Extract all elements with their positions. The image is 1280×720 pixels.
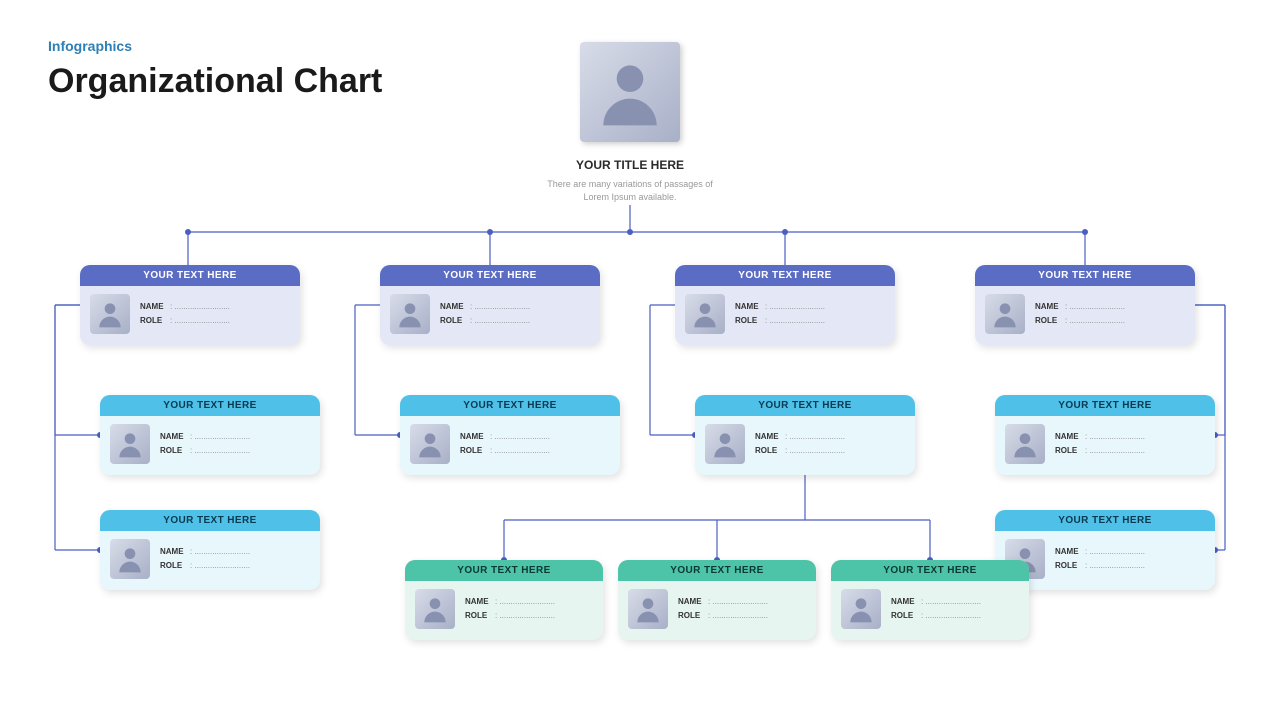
card-text: NAME: .........................ROLE: ...… xyxy=(1055,430,1145,459)
person-thumb xyxy=(685,294,725,334)
card-text: NAME: .........................ROLE: ...… xyxy=(465,595,555,624)
person-thumb xyxy=(90,294,130,334)
card-header: YOUR TEXT HERE xyxy=(100,395,320,416)
card-text: NAME: .........................ROLE: ...… xyxy=(1035,300,1125,329)
card-text: NAME: .........................ROLE: ...… xyxy=(678,595,768,624)
card-header: YOUR TEXT HERE xyxy=(80,265,300,286)
card-text: NAME: .........................ROLE: ...… xyxy=(460,430,550,459)
person-thumb xyxy=(841,589,881,629)
top-desc: There are many variations of passages of… xyxy=(500,178,760,203)
card-text: NAME: .........................ROLE: ...… xyxy=(160,545,250,574)
org-card-g2: YOUR TEXT HERE NAME: ....................… xyxy=(618,560,816,640)
card-text: NAME: .........................ROLE: ...… xyxy=(140,300,230,329)
page-subtitle: Infographics xyxy=(48,38,132,54)
card-text: NAME: .........................ROLE: ...… xyxy=(440,300,530,329)
card-header: YOUR TEXT HERE xyxy=(995,395,1215,416)
card-header: YOUR TEXT HERE xyxy=(675,265,895,286)
org-card-g1: YOUR TEXT HERE NAME: ....................… xyxy=(405,560,603,640)
org-card-c3: YOUR TEXT HERE NAME: ....................… xyxy=(695,395,915,475)
card-text: NAME: .........................ROLE: ...… xyxy=(160,430,250,459)
card-text: NAME: .........................ROLE: ...… xyxy=(755,430,845,459)
person-thumb xyxy=(628,589,668,629)
card-text: NAME: .........................ROLE: ...… xyxy=(891,595,981,624)
org-card-c4: YOUR TEXT HERE NAME: ....................… xyxy=(995,395,1215,475)
org-card-p2: YOUR TEXT HERE NAME: ....................… xyxy=(380,265,600,345)
card-header: YOUR TEXT HERE xyxy=(695,395,915,416)
page-title: Organizational Chart xyxy=(48,62,382,101)
top-title: YOUR TITLE HERE xyxy=(530,158,730,172)
card-header: YOUR TEXT HERE xyxy=(100,510,320,531)
card-header: YOUR TEXT HERE xyxy=(975,265,1195,286)
card-header: YOUR TEXT HERE xyxy=(618,560,816,581)
card-header: YOUR TEXT HERE xyxy=(831,560,1029,581)
card-header: YOUR TEXT HERE xyxy=(995,510,1215,531)
person-thumb xyxy=(390,294,430,334)
card-text: NAME: .........................ROLE: ...… xyxy=(735,300,825,329)
person-thumb xyxy=(415,589,455,629)
card-text: NAME: .........................ROLE: ...… xyxy=(1055,545,1145,574)
org-card-c5: YOUR TEXT HERE NAME: ....................… xyxy=(100,510,320,590)
top-photo xyxy=(580,42,680,142)
org-card-p3: YOUR TEXT HERE NAME: ....................… xyxy=(675,265,895,345)
person-thumb xyxy=(110,539,150,579)
org-card-p1: YOUR TEXT HERE NAME: ....................… xyxy=(80,265,300,345)
person-thumb xyxy=(705,424,745,464)
person-thumb xyxy=(410,424,450,464)
person-thumb xyxy=(1005,424,1045,464)
card-header: YOUR TEXT HERE xyxy=(380,265,600,286)
card-header: YOUR TEXT HERE xyxy=(405,560,603,581)
org-card-g3: YOUR TEXT HERE NAME: ....................… xyxy=(831,560,1029,640)
person-thumb xyxy=(985,294,1025,334)
person-thumb xyxy=(110,424,150,464)
card-header: YOUR TEXT HERE xyxy=(400,395,620,416)
org-card-c1: YOUR TEXT HERE NAME: ....................… xyxy=(100,395,320,475)
org-card-p4: YOUR TEXT HERE NAME: ....................… xyxy=(975,265,1195,345)
org-card-c2: YOUR TEXT HERE NAME: ....................… xyxy=(400,395,620,475)
